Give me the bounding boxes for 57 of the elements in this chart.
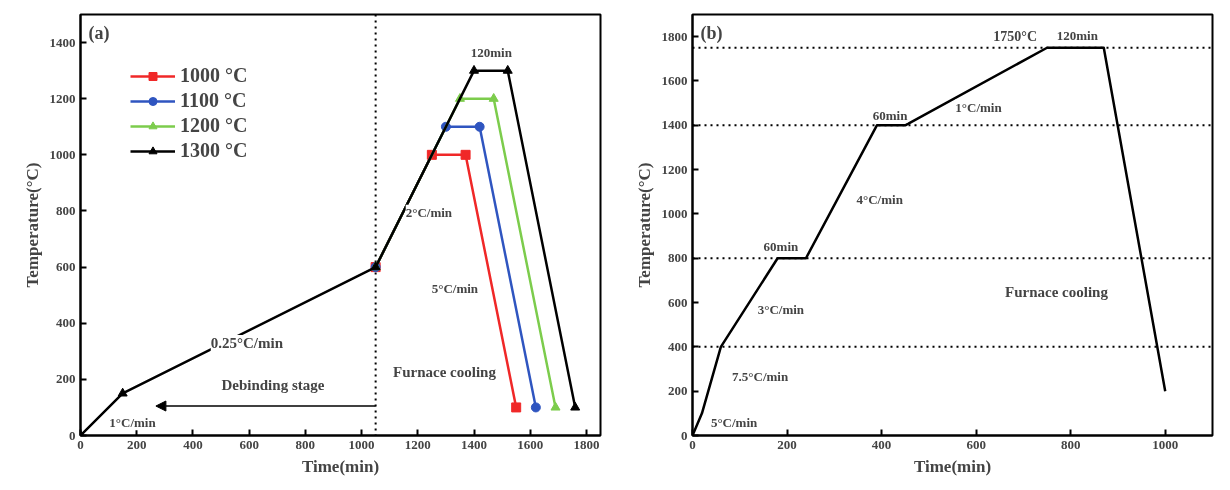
annotation: 7.5°C/min xyxy=(732,369,789,385)
y-tick-label: 1400 xyxy=(49,34,76,50)
y-tick-label: 200 xyxy=(56,371,76,387)
y-tick-label: 1000 xyxy=(661,205,688,221)
annotation: 120min xyxy=(470,44,513,60)
y-axis-title: Temperature(°C) xyxy=(634,162,654,288)
annotation: 120min xyxy=(1056,28,1099,44)
x-tick-label: 400 xyxy=(183,436,203,452)
y-tick-label: 1800 xyxy=(661,28,688,44)
legend-label: 1100 °C xyxy=(180,89,247,112)
x-tick-label: 600 xyxy=(966,436,986,452)
y-axis-title: Temperature(°C) xyxy=(22,162,42,288)
y-tick-label: 400 xyxy=(56,315,76,331)
y-tick-label: 1600 xyxy=(661,72,688,88)
annotation: 1°C/min xyxy=(955,99,1003,115)
x-tick-label: 600 xyxy=(239,436,259,452)
x-tick-label: 800 xyxy=(1060,436,1081,452)
annotation: 3°C/min xyxy=(757,301,805,317)
x-axis-title: Time(min) xyxy=(301,456,380,476)
text: (b) xyxy=(700,22,723,44)
annotation: 5°C/min xyxy=(431,280,479,296)
x-tick-label: 1000 xyxy=(1152,436,1179,452)
annotation: Debinding stage xyxy=(221,376,325,393)
x-tick-label: 1400 xyxy=(461,436,488,452)
annotation: 2°C/min xyxy=(405,204,453,220)
x-tick-label: 400 xyxy=(871,436,892,452)
x-tick-label: 1600 xyxy=(517,436,544,452)
annotation: 60min xyxy=(763,238,800,254)
y-tick-label: 200 xyxy=(668,383,688,399)
y-tick-label: 1200 xyxy=(661,161,688,177)
x-tick-label: 200 xyxy=(126,436,147,452)
annotation: Furnace cooling xyxy=(393,364,497,381)
y-tick-label: 1000 xyxy=(49,146,76,162)
x-tick-label: 800 xyxy=(295,436,316,452)
y-tick-label: 800 xyxy=(668,250,688,266)
ref-line-label: 1750°C xyxy=(993,28,1038,44)
x-axis-title: Time(min) xyxy=(913,456,992,476)
annotation: 5°C/min xyxy=(710,415,759,431)
annotation: 1°C/min xyxy=(109,415,157,431)
x-tick-label: 1200 xyxy=(404,436,431,452)
y-tick-label: 600 xyxy=(668,294,688,310)
annotation: 4°C/min xyxy=(856,192,904,208)
x-tick-label: 200 xyxy=(777,436,797,452)
y-tick-label: 600 xyxy=(56,259,76,275)
annotation: 60min xyxy=(872,108,909,124)
y-tick-label: 1200 xyxy=(49,90,76,106)
legend-label: 1200 °C xyxy=(180,114,248,137)
text: (a) xyxy=(88,22,110,44)
annotation: Furnace cooling xyxy=(1005,284,1109,301)
legend-label: 1300 °C xyxy=(180,139,248,162)
x-tick-label: 1000 xyxy=(348,436,375,452)
y-tick-label: 400 xyxy=(668,338,688,354)
annotation: 0.25°C/min xyxy=(210,334,284,351)
y-tick-label: 800 xyxy=(56,202,76,218)
legend-label: 1000 °C xyxy=(180,64,248,87)
y-tick-label: 1400 xyxy=(661,117,688,133)
x-tick-label: 1800 xyxy=(573,436,600,452)
